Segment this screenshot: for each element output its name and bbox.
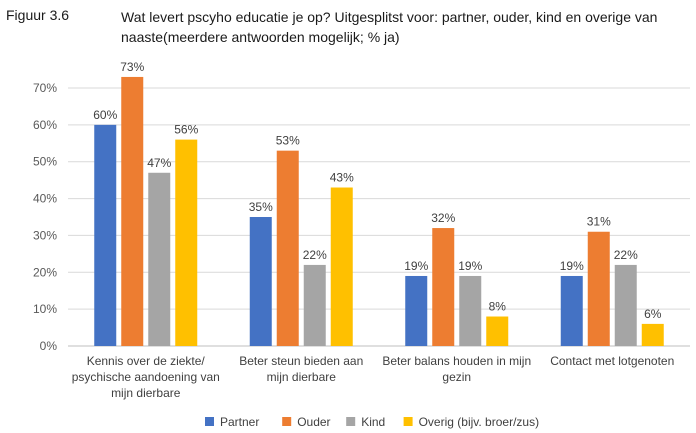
category-label: Beter steun bieden aan (239, 354, 363, 368)
chart-title: Wat levert pscyho educatie je op? Uitges… (121, 9, 658, 45)
legend-label: Kind (361, 415, 385, 429)
category-label: Contact met lotgenoten (550, 354, 674, 368)
legend-label: Ouder (297, 415, 330, 429)
bar-overig (486, 316, 509, 346)
bar-overig (641, 323, 664, 346)
data-label: 43% (330, 171, 354, 185)
bar-ouder (587, 231, 610, 346)
category-label: gezin (442, 370, 471, 384)
y-tick-label: 60% (33, 118, 57, 132)
category-label: psychische aandoening van (72, 370, 220, 384)
y-tick-label: 40% (33, 192, 57, 206)
bar-kind (303, 264, 326, 346)
data-label: 73% (120, 60, 144, 74)
data-label: 8% (489, 300, 507, 314)
data-label: 60% (93, 108, 117, 122)
category-label: Beter balans houden in mijn (382, 354, 531, 368)
legend-label: Overig (bijv. broer/zus) (419, 415, 539, 429)
y-tick-label: 30% (33, 228, 57, 242)
bar-overig (330, 187, 353, 346)
legend-swatch (403, 417, 413, 426)
data-label: 47% (147, 156, 171, 170)
bar-partner (94, 124, 117, 346)
data-label: 31% (587, 215, 611, 229)
data-label: 32% (431, 211, 455, 225)
bar-kind (148, 172, 171, 346)
bar-ouder (432, 228, 455, 346)
y-tick-label: 70% (33, 81, 57, 95)
legend-swatch (346, 417, 356, 426)
data-label: 19% (404, 259, 428, 273)
legend-label: Partner (220, 415, 259, 429)
bar-partner (405, 275, 428, 346)
data-label: 19% (560, 259, 584, 273)
bar-ouder (121, 76, 144, 346)
bar-ouder (276, 150, 299, 346)
bar-partner (560, 275, 583, 346)
y-tick-label: 50% (33, 155, 57, 169)
category-label: mijn dierbare (111, 386, 181, 400)
data-label: 53% (276, 134, 300, 148)
data-label: 22% (303, 248, 327, 262)
y-tick-label: 10% (33, 302, 57, 316)
bar-kind (614, 264, 637, 346)
data-label: 35% (249, 200, 273, 214)
data-label: 19% (458, 259, 482, 273)
y-tick-label: 20% (33, 265, 57, 279)
data-label: 56% (174, 123, 198, 137)
bar-partner (249, 217, 272, 346)
legend-swatch (282, 417, 292, 426)
legend-swatch (205, 417, 214, 426)
bar-overig (175, 139, 198, 346)
figure-label: Figuur 3.6 (6, 7, 70, 23)
y-tick-label: 0% (40, 339, 58, 353)
data-label: 22% (614, 248, 638, 262)
bar-kind (459, 275, 482, 346)
category-label: Kennis over de ziekte/ (87, 354, 206, 368)
category-label: mijn dierbare (267, 370, 337, 384)
data-label: 6% (644, 307, 662, 321)
